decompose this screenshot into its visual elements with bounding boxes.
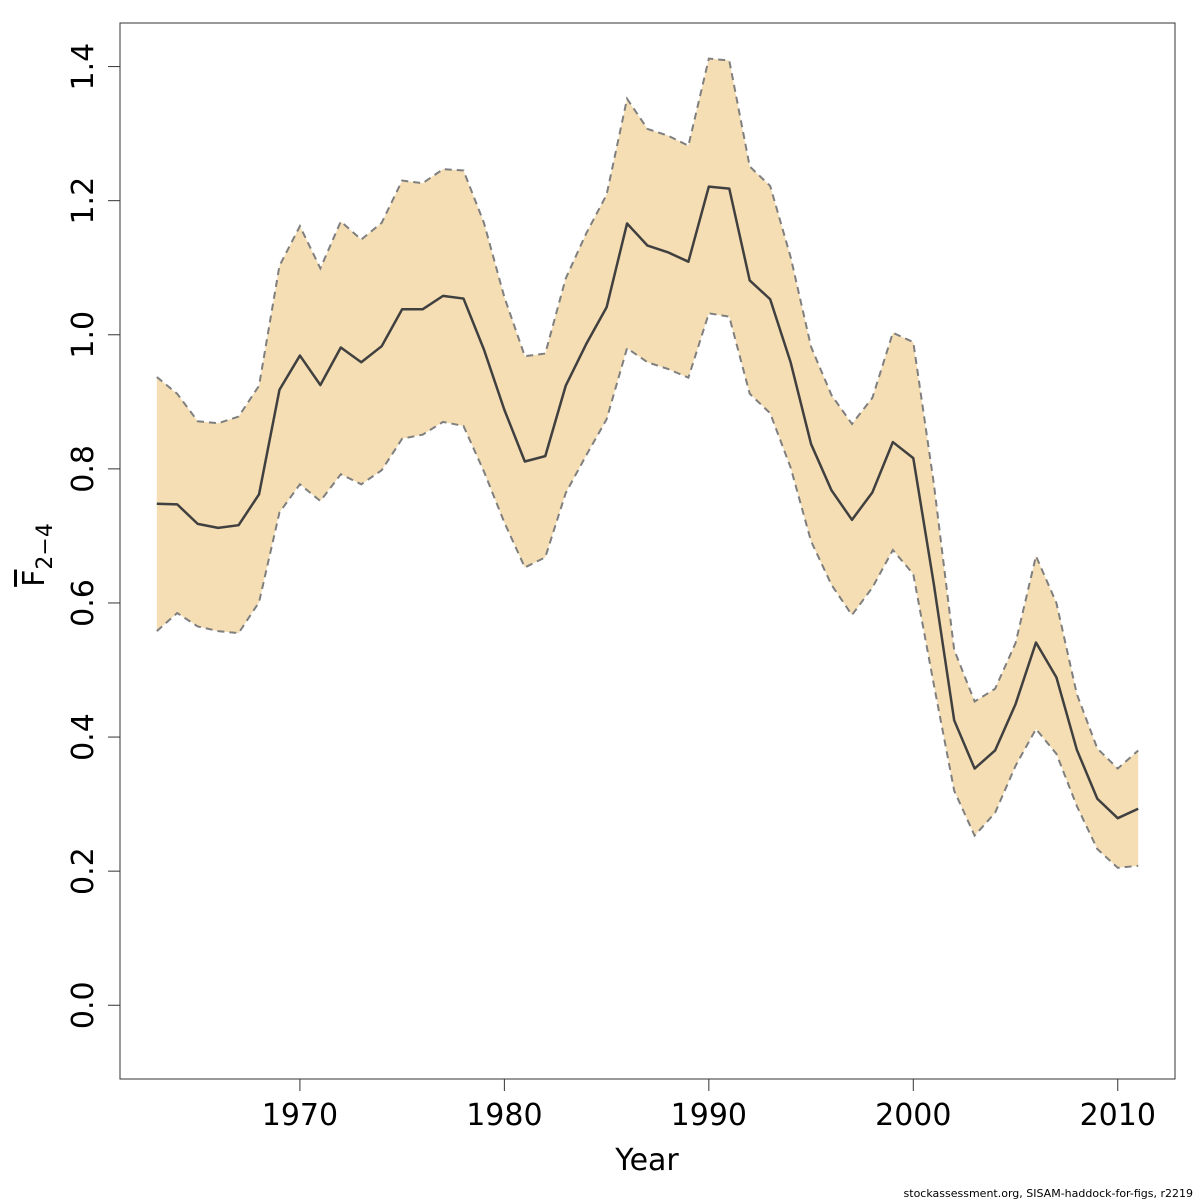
upper-bound-line bbox=[156, 57, 1139, 770]
lower-bound-line bbox=[156, 312, 1139, 869]
y-tick-label-group: 0.8 bbox=[66, 445, 101, 493]
y-tick-label-group: 1.4 bbox=[66, 43, 101, 91]
y-tick-label: 0.2 bbox=[66, 847, 101, 895]
x-tick-label: 1970 bbox=[262, 1098, 338, 1133]
x-axis-title: Year bbox=[614, 1143, 679, 1178]
x-tick-label: 1990 bbox=[671, 1098, 747, 1133]
confidence-band bbox=[156, 58, 1139, 868]
y-axis-title-subscript: 2−4 bbox=[33, 523, 58, 569]
confidence-band-layer bbox=[156, 58, 1139, 868]
y-tick-label-group: 1.2 bbox=[66, 177, 101, 225]
svg-text:F2−4: F2−4 bbox=[17, 523, 58, 587]
x-tick-label: 1980 bbox=[466, 1098, 542, 1133]
y-tick-label-group: 0.4 bbox=[66, 713, 101, 761]
y-axis-title-main: F bbox=[17, 570, 52, 587]
estimate-line bbox=[156, 185, 1139, 820]
footer-credit: stockassessment.org, SISAM-haddock-for-f… bbox=[904, 1187, 1193, 1200]
x-tick-label: 2000 bbox=[875, 1098, 951, 1133]
y-axis: 0.0 0.2 0.4 0.6 0.8 1.0 1.2 1.4 bbox=[66, 43, 121, 1029]
y-tick-label: 0.8 bbox=[66, 445, 101, 493]
y-tick-label: 0.4 bbox=[66, 713, 101, 761]
x-tick-label: 2010 bbox=[1080, 1098, 1156, 1133]
y-tick-label: 0.0 bbox=[66, 981, 101, 1029]
y-tick-label: 1.2 bbox=[66, 177, 101, 225]
y-tick-label: 1.4 bbox=[66, 43, 101, 91]
x-axis: 1970 1980 1990 2000 2010 bbox=[262, 1078, 1156, 1133]
y-tick-label: 0.6 bbox=[66, 579, 101, 627]
y-tick-label-group: 0.6 bbox=[66, 579, 101, 627]
y-axis-title: F2−4 bbox=[17, 523, 58, 587]
y-tick-label-group: 0.0 bbox=[66, 981, 101, 1029]
y-tick-label-group: 1.0 bbox=[66, 311, 101, 359]
y-tick-label: 1.0 bbox=[66, 311, 101, 359]
line-layer bbox=[156, 57, 1139, 869]
y-tick-label-group: 0.2 bbox=[66, 847, 101, 895]
